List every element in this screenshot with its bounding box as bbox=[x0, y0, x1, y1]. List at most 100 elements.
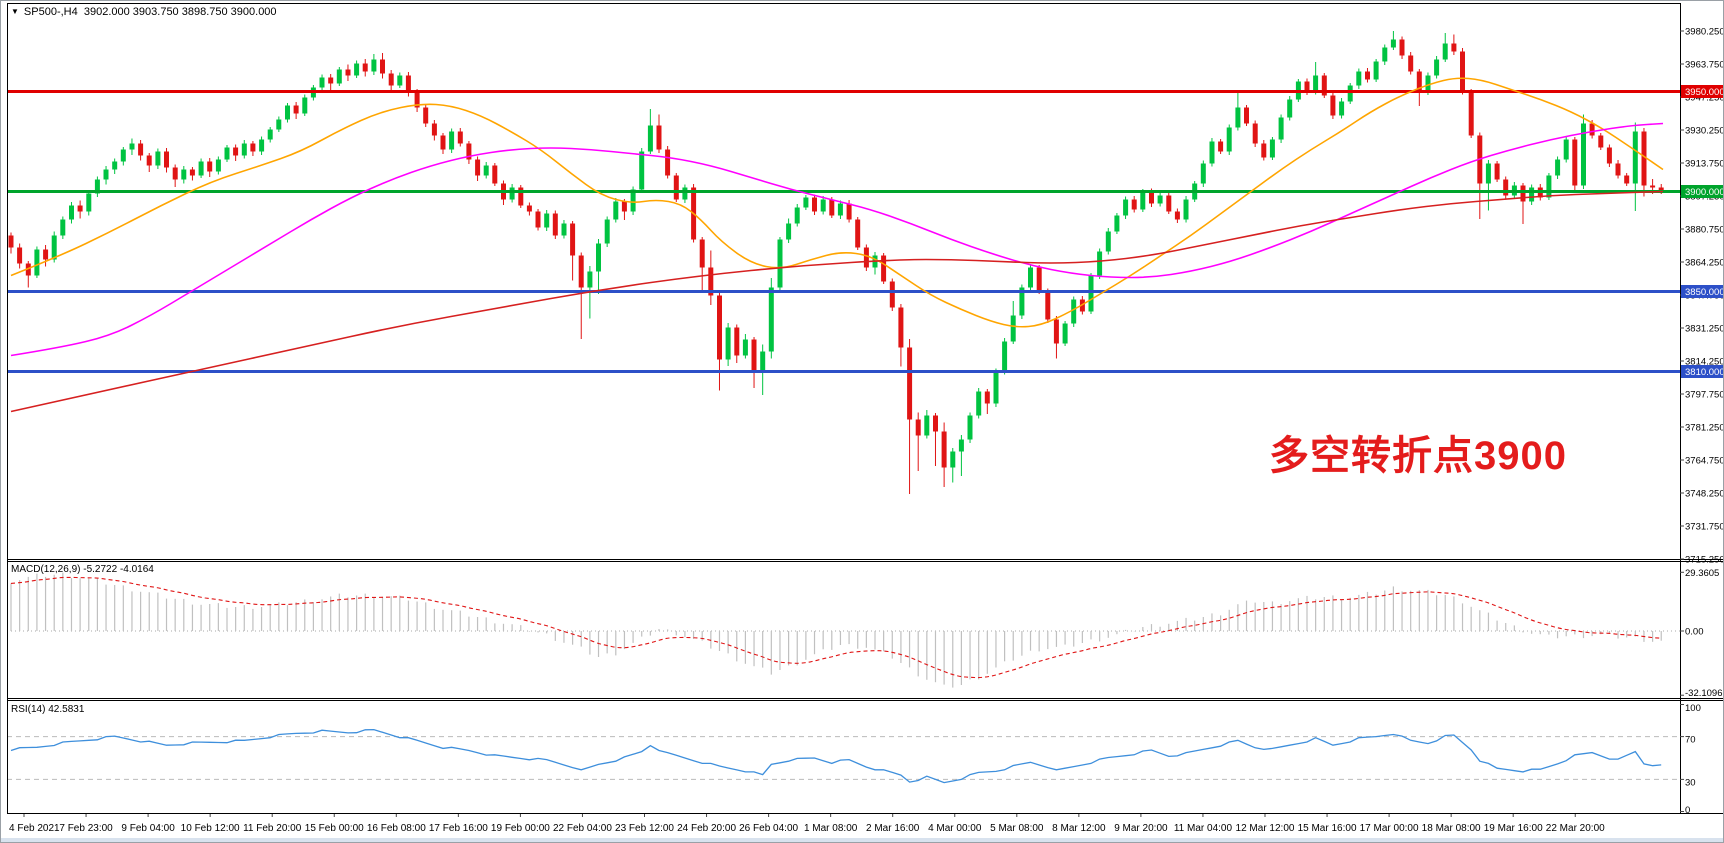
time-axis-label: 12 Mar 12:00 bbox=[1236, 823, 1295, 834]
ma-fast-orange bbox=[10, 77, 1664, 328]
price-axis-label: 3731.750 bbox=[1685, 522, 1724, 533]
candle-body bbox=[423, 107, 429, 124]
candle-body bbox=[207, 161, 213, 172]
candle-body bbox=[94, 179, 100, 194]
candle-body bbox=[1244, 107, 1249, 124]
candle-body bbox=[77, 205, 83, 212]
candle-body bbox=[1442, 43, 1448, 60]
rsi-axis-label: 30 bbox=[1685, 777, 1696, 788]
candle-body bbox=[933, 415, 938, 432]
candle-body bbox=[233, 147, 239, 156]
candle-body bbox=[1606, 147, 1612, 164]
price-badge-3900 bbox=[1681, 185, 1723, 198]
time-axis-label: 23 Feb 12:00 bbox=[615, 823, 674, 834]
macd-axis-label: 0.00 bbox=[1685, 627, 1704, 638]
candle-body bbox=[466, 143, 472, 160]
candle-body bbox=[1287, 99, 1293, 118]
candle-body bbox=[1330, 95, 1336, 116]
macd-axis-label: 29.3605 bbox=[1685, 568, 1719, 579]
candle-body bbox=[267, 129, 273, 140]
candle-body bbox=[1200, 163, 1206, 184]
candle-body bbox=[881, 255, 887, 282]
chart-dropdown-icon[interactable]: ▼ bbox=[11, 7, 19, 16]
candle-body bbox=[915, 419, 921, 436]
candle-body bbox=[146, 155, 152, 166]
candle-body bbox=[1002, 341, 1008, 372]
time-axis-label: 24 Feb 20:00 bbox=[677, 823, 736, 834]
candle-body bbox=[665, 149, 671, 176]
price-badge-3850 bbox=[1681, 285, 1723, 298]
candle-body bbox=[51, 235, 57, 260]
candle-body bbox=[976, 391, 982, 416]
candle-body bbox=[1174, 211, 1180, 220]
candle-body bbox=[630, 189, 636, 212]
candle-body bbox=[855, 219, 861, 248]
candle-body bbox=[967, 415, 973, 440]
candle-body bbox=[1218, 141, 1224, 152]
candle-body bbox=[1546, 175, 1552, 198]
time-axis-label: 22 Feb 04:00 bbox=[553, 823, 612, 834]
candle-body bbox=[1261, 143, 1267, 158]
candle-body bbox=[1088, 275, 1094, 312]
candle-body bbox=[1460, 51, 1465, 92]
candle-body bbox=[1252, 123, 1258, 144]
candle-body bbox=[449, 131, 455, 150]
candle-body bbox=[8, 235, 14, 248]
symbol-timeframe-label: SP500-,H4 bbox=[23, 6, 78, 18]
candle-body bbox=[1123, 199, 1129, 216]
candle-body bbox=[509, 187, 515, 200]
candle-body bbox=[1624, 175, 1630, 184]
time-axis-label: 19 Mar 16:00 bbox=[1484, 823, 1543, 834]
candle-body bbox=[1451, 43, 1457, 52]
candle-body bbox=[1235, 107, 1241, 128]
time-axis-label: 26 Feb 04:00 bbox=[739, 823, 798, 834]
time-axis-label: 4 Feb 2021 bbox=[9, 823, 60, 834]
price-badge-3810 bbox=[1681, 365, 1723, 378]
candle-body bbox=[725, 327, 731, 360]
candle-body bbox=[760, 351, 766, 372]
candle-body bbox=[777, 239, 783, 288]
rsi-line bbox=[10, 728, 1662, 784]
price-axis: 3980.2503963.7503947.2503930.2503913.750… bbox=[1680, 27, 1724, 566]
candle-body bbox=[673, 175, 679, 200]
time-axis-label: 9 Mar 20:00 bbox=[1114, 823, 1168, 834]
candle-body bbox=[1434, 59, 1440, 76]
candle-body bbox=[293, 105, 299, 114]
candle-body bbox=[215, 159, 221, 172]
candle-body bbox=[1503, 179, 1509, 196]
candle-body bbox=[993, 371, 999, 404]
candle-body bbox=[552, 213, 558, 236]
time-axis-label: 16 Feb 08:00 bbox=[367, 823, 426, 834]
candle-body bbox=[1097, 251, 1103, 276]
candle-body bbox=[786, 223, 792, 240]
time-axis-label: 4 Mar 00:00 bbox=[928, 823, 982, 834]
candle-body bbox=[475, 159, 481, 176]
candle-body bbox=[1555, 159, 1561, 176]
price-badge-label: 3950.000 bbox=[1685, 87, 1724, 98]
candle-body bbox=[17, 247, 23, 264]
candle-body bbox=[924, 415, 930, 436]
candle-body bbox=[1365, 71, 1370, 80]
candle-body bbox=[1598, 135, 1604, 148]
candle-body bbox=[345, 69, 351, 76]
candle-body bbox=[1650, 185, 1656, 188]
candle-body bbox=[1010, 315, 1016, 342]
price-badge-label: 3900.000 bbox=[1685, 187, 1724, 198]
annotation-text[interactable]: 多空转折点3900 bbox=[1269, 434, 1567, 478]
rsi-indicator-label: RSI(14) 42.5831 bbox=[11, 704, 85, 715]
candle-body bbox=[820, 199, 826, 212]
time-axis-label: 5 Mar 08:00 bbox=[990, 823, 1044, 834]
ohlc-values: 3902.000 3903.750 3898.750 3900.000 bbox=[83, 6, 277, 18]
time-axis-label: 9 Feb 04:00 bbox=[121, 823, 175, 834]
candle-body bbox=[1382, 47, 1388, 62]
candle-body bbox=[984, 391, 990, 404]
candle-body bbox=[414, 91, 420, 108]
candle-body bbox=[397, 75, 403, 86]
time-axis-label: 1 Mar 08:00 bbox=[804, 823, 858, 834]
time-axis-label: 8 Mar 12:00 bbox=[1052, 823, 1106, 834]
time-axis-label: 17 Feb 16:00 bbox=[429, 823, 488, 834]
price-axis-label: 3797.750 bbox=[1685, 390, 1724, 401]
time-axis-label: 7 Feb 23:00 bbox=[59, 823, 113, 834]
time-axis-label: 17 Mar 00:00 bbox=[1360, 823, 1419, 834]
